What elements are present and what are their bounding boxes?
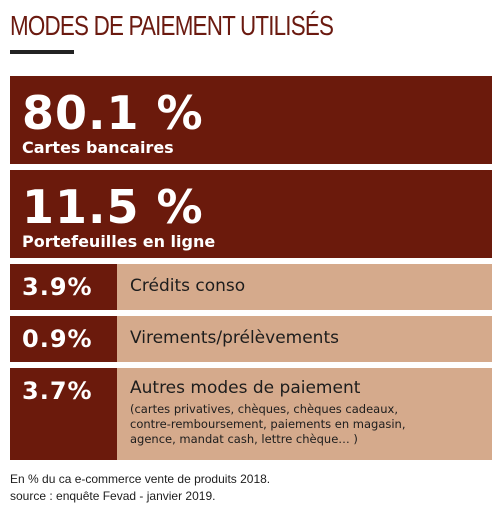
value-label: 80.1 % <box>22 86 204 140</box>
category-label: Cartes bancaires <box>22 138 174 157</box>
value-box: 3.7% <box>10 368 117 460</box>
row-portefeuilles-en-ligne: 11.5 % Portefeuilles en ligne <box>10 170 492 258</box>
row-autres-modes: 3.7% Autres modes de paiement (cartes pr… <box>10 368 492 460</box>
row-virements-prelevements: 0.9% Virements/prélèvements <box>10 316 492 362</box>
value-label: 3.9% <box>22 273 93 301</box>
source-note: source : enquête Fevad - janvier 2019. <box>10 489 216 503</box>
category-label: Portefeuilles en ligne <box>22 232 216 251</box>
footnote: En % du ca e-commerce vente de produits … <box>10 472 271 486</box>
value-box: 0.9% <box>10 316 117 362</box>
category-label: Autres modes de paiement <box>130 378 361 398</box>
value-label: 0.9% <box>22 325 93 353</box>
category-label: Crédits conso <box>130 276 246 296</box>
chart-title: MODES DE PAIEMENT UTILISÉS <box>10 10 334 41</box>
category-label: Virements/prélèvements <box>130 328 339 348</box>
row-cartes-bancaires: 80.1 % Cartes bancaires <box>10 76 492 164</box>
value-box: 3.9% <box>10 264 117 310</box>
title-underline <box>10 50 74 54</box>
row-credits-conso: 3.9% Crédits conso <box>10 264 492 310</box>
payment-table: 80.1 % Cartes bancaires 11.5 % Portefeui… <box>10 76 492 460</box>
value-label: 3.7% <box>22 377 93 405</box>
value-label: 11.5 % <box>22 180 204 234</box>
category-detail: (cartes privatives, chèques, chèques cad… <box>130 402 406 446</box>
